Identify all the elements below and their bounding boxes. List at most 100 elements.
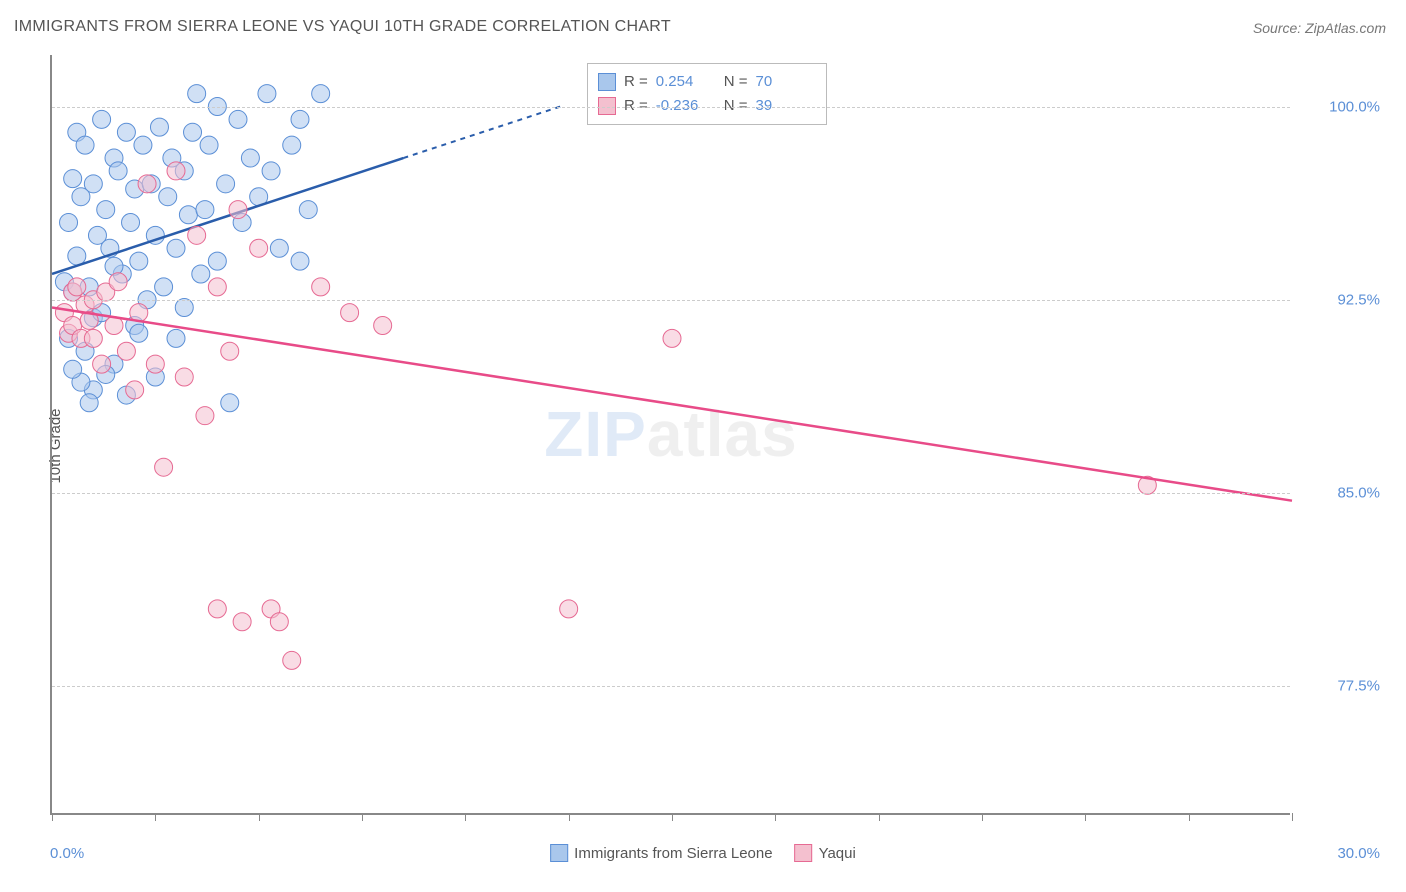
legend-item: Yaqui (795, 844, 856, 862)
y-tick-label: 77.5% (1300, 678, 1380, 695)
x-axis-max-label: 30.0% (1337, 845, 1380, 862)
data-point (196, 201, 214, 219)
data-point (68, 247, 86, 265)
data-point (138, 175, 156, 193)
gridline (52, 107, 1290, 108)
data-point (374, 317, 392, 335)
data-point (229, 110, 247, 128)
legend: Immigrants from Sierra Leone Yaqui (550, 844, 856, 862)
data-point (68, 278, 86, 296)
data-point (109, 162, 127, 180)
n-value: 70 (756, 70, 816, 94)
y-tick-label: 92.5% (1300, 291, 1380, 308)
x-tick (775, 813, 776, 821)
data-point (80, 394, 98, 412)
data-point (167, 239, 185, 257)
data-point (159, 188, 177, 206)
data-point (122, 213, 140, 231)
x-tick (569, 813, 570, 821)
data-point (233, 613, 251, 631)
data-point (208, 252, 226, 270)
data-point (84, 175, 102, 193)
data-point (175, 368, 193, 386)
data-point (258, 85, 276, 103)
data-point (229, 201, 247, 219)
data-point (217, 175, 235, 193)
data-point (188, 226, 206, 244)
x-tick (52, 813, 53, 821)
x-tick (982, 813, 983, 821)
data-point (167, 329, 185, 347)
data-point (250, 239, 268, 257)
data-point (117, 123, 135, 141)
r-label: R = (624, 70, 648, 94)
gridline (52, 493, 1290, 494)
r-value: 0.254 (656, 70, 716, 94)
data-point (146, 355, 164, 373)
y-tick-label: 100.0% (1300, 98, 1380, 115)
data-point (241, 149, 259, 167)
plot-svg (52, 55, 1290, 813)
data-point (291, 110, 309, 128)
data-point (560, 600, 578, 618)
data-point (155, 278, 173, 296)
data-point (109, 273, 127, 291)
x-tick (465, 813, 466, 821)
data-point (663, 329, 681, 347)
stats-row: R = 0.254 N = 70 (598, 70, 816, 94)
x-tick (1292, 813, 1293, 821)
data-point (130, 324, 148, 342)
x-tick (155, 813, 156, 821)
data-point (93, 355, 111, 373)
data-point (167, 162, 185, 180)
legend-swatch (550, 844, 568, 862)
data-point (192, 265, 210, 283)
data-point (76, 136, 94, 154)
data-point (117, 342, 135, 360)
data-point (93, 110, 111, 128)
data-point (155, 458, 173, 476)
x-axis-min-label: 0.0% (50, 845, 84, 862)
data-point (221, 394, 239, 412)
x-tick (672, 813, 673, 821)
data-point (221, 342, 239, 360)
data-point (270, 239, 288, 257)
data-point (126, 381, 144, 399)
data-point (291, 252, 309, 270)
data-point (270, 613, 288, 631)
legend-label: Yaqui (819, 845, 856, 862)
source-attribution: Source: ZipAtlas.com (1253, 20, 1386, 36)
n-label: N = (724, 70, 748, 94)
data-point (283, 651, 301, 669)
chart-title: IMMIGRANTS FROM SIERRA LEONE VS YAQUI 10… (14, 18, 671, 36)
data-point (208, 600, 226, 618)
series-swatch (598, 73, 616, 91)
data-point (175, 298, 193, 316)
x-tick (1085, 813, 1086, 821)
data-point (262, 162, 280, 180)
data-point (283, 136, 301, 154)
legend-item: Immigrants from Sierra Leone (550, 844, 772, 862)
x-tick (1189, 813, 1190, 821)
legend-label: Immigrants from Sierra Leone (574, 845, 772, 862)
gridline (52, 686, 1290, 687)
trend-line-extrapolated (403, 107, 560, 159)
data-point (341, 304, 359, 322)
data-point (312, 85, 330, 103)
plot-area: ZIPatlas R =0.254N =70R =-0.236N =39 77.… (50, 55, 1290, 815)
x-tick (879, 813, 880, 821)
data-point (208, 278, 226, 296)
data-point (196, 407, 214, 425)
data-point (200, 136, 218, 154)
data-point (64, 170, 82, 188)
y-tick-label: 85.0% (1300, 484, 1380, 501)
data-point (130, 252, 148, 270)
data-point (60, 213, 78, 231)
data-point (64, 360, 82, 378)
data-point (299, 201, 317, 219)
correlation-stats-box: R =0.254N =70R =-0.236N =39 (587, 63, 827, 125)
chart-container: IMMIGRANTS FROM SIERRA LEONE VS YAQUI 10… (0, 0, 1406, 892)
legend-swatch (795, 844, 813, 862)
data-point (312, 278, 330, 296)
data-point (179, 206, 197, 224)
